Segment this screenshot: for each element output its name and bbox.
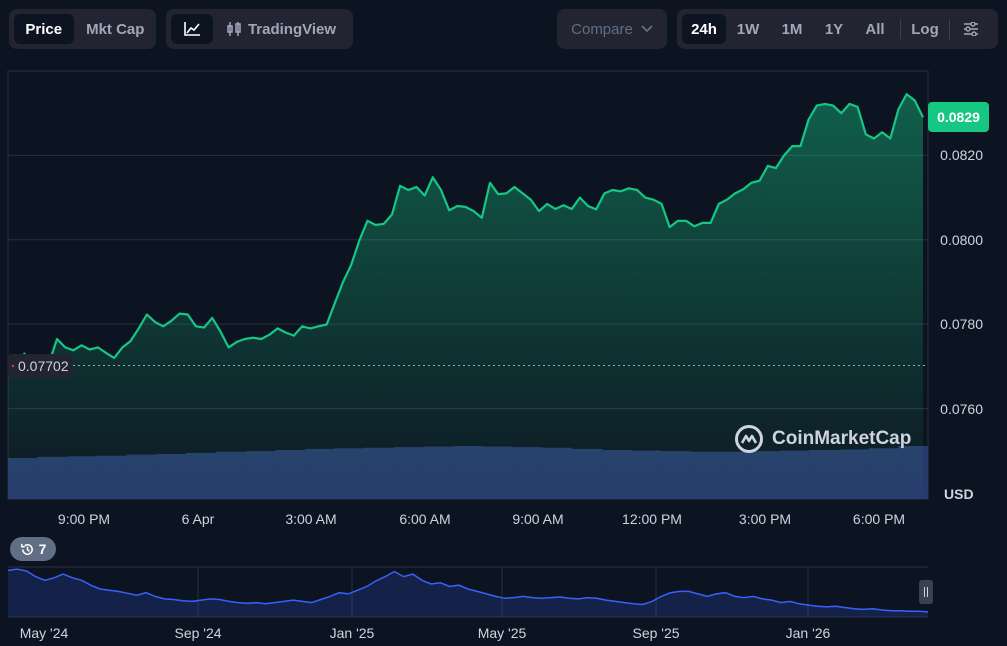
range-1w[interactable]: 1W [736,20,760,38]
tradingview-button[interactable]: TradingView [221,14,341,44]
history-icon [20,543,33,555]
navigator-handle[interactable] [919,580,933,604]
x-tick-label: 9:00 AM [512,511,564,527]
tradingview-label: TradingView [247,20,337,38]
x-tick-label: 9:00 PM [57,511,111,527]
compare-label: Compare [571,20,633,38]
open-price-marker [12,364,14,367]
y-tick-label: 0.0800 [940,231,983,248]
range-24h[interactable]: 24h [682,14,726,44]
currency-label: USD [944,486,974,502]
coinmarketcap-logo-icon [735,425,763,453]
navigator-tick-label: Sep '25 [632,625,680,641]
range-all[interactable]: All [865,20,885,38]
navigator-tick-label: Jan '26 [785,625,831,641]
line-chart-icon [184,22,200,36]
x-tick-label: 6:00 PM [852,511,906,527]
chart-type-toggle: TradingView [166,9,353,49]
handle-grip [927,587,928,597]
settings-button[interactable] [954,14,988,44]
open-price-label: 0.07702 [18,357,69,374]
events-count: 7 [38,541,47,557]
x-tick-label: 12:00 PM [622,511,682,527]
navigator-line [7,568,929,613]
navigator-tick-label: Sep '24 [174,625,222,641]
x-tick-label: 3:00 AM [285,511,337,527]
range-divider [949,19,950,39]
navigator-tick-label: Jan '25 [329,625,375,641]
price-line [7,93,924,368]
chevron-down-icon [641,25,653,33]
navigator-tick-label: May '24 [19,625,69,641]
price-area [8,94,923,499]
mktcap-tab[interactable]: Mkt Cap [86,20,145,38]
price-tab[interactable]: Price [14,14,74,44]
log-button[interactable]: Log [911,20,939,38]
navigator-area [8,569,928,617]
range-divider [900,19,901,39]
coinmarketcap-watermark: CoinMarketCap [734,424,911,454]
x-tick-label: 3:00 PM [738,511,792,527]
x-tick-label: 6:00 AM [399,511,451,527]
range-selector: 24h 1W 1M 1Y All Log [677,9,998,49]
line-chart-button[interactable] [171,14,213,44]
current-price-badge: 0.0829 [928,102,989,133]
navigator-tick-label: May '25 [477,625,527,641]
sliders-icon [964,22,978,36]
range-1y[interactable]: 1Y [824,20,844,38]
open-price-badge: 0.07702 [8,353,73,378]
y-tick-label: 0.0820 [940,147,983,164]
candlestick-icon [227,22,241,36]
compare-dropdown[interactable]: Compare [557,9,667,49]
price-mktcap-toggle: Price Mkt Cap [9,9,156,49]
range-1m[interactable]: 1M [781,20,803,38]
handle-grip [924,587,925,597]
y-tick-label: 0.0760 [940,400,983,417]
watermark-label: CoinMarketCap [772,428,912,449]
y-tick-label: 0.0780 [940,316,983,333]
events-badge[interactable]: 7 [10,537,56,561]
x-tick-label: 6 Apr [181,511,215,527]
